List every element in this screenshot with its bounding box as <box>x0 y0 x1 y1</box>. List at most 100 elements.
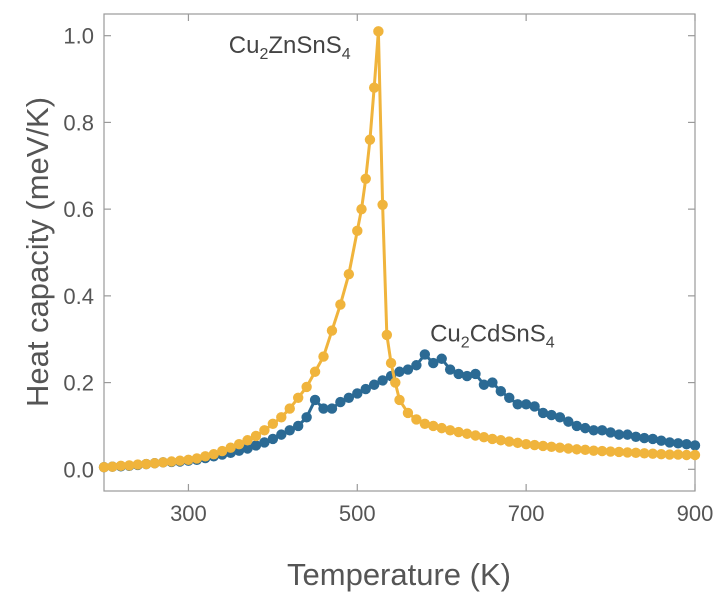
data-point-Cu2ZnSnS4 <box>292 392 304 403</box>
data-point-Cu2ZnSnS4 <box>98 461 110 473</box>
data-point-Cu2CdSnS4 <box>276 429 287 440</box>
data-point-Cu2CdSnS4 <box>470 368 481 380</box>
data-point-Cu2ZnSnS4 <box>360 173 371 184</box>
data-point-Cu2CdSnS4 <box>596 425 608 436</box>
data-point-Cu2CdSnS4 <box>343 392 355 403</box>
data-point-Cu2CdSnS4 <box>461 370 473 382</box>
data-point-Cu2ZnSnS4 <box>444 425 456 436</box>
data-point-Cu2ZnSnS4 <box>385 357 397 369</box>
x-tick-label: 700 <box>508 501 545 526</box>
data-point-Cu2ZnSnS4 <box>318 351 329 362</box>
data-point-Cu2CdSnS4 <box>529 401 540 412</box>
data-point-Cu2CdSnS4 <box>301 412 312 423</box>
data-point-Cu2ZnSnS4 <box>436 422 447 434</box>
data-point-Cu2CdSnS4 <box>326 403 338 414</box>
data-point-Cu2ZnSnS4 <box>301 381 312 393</box>
data-point-Cu2ZnSnS4 <box>208 448 219 460</box>
data-point-Cu2CdSnS4 <box>292 420 304 432</box>
data-point-Cu2ZnSnS4 <box>368 82 380 93</box>
x-tick-label: 300 <box>170 501 207 526</box>
data-point-Cu2ZnSnS4 <box>529 439 540 451</box>
series-layer <box>98 26 701 473</box>
series-Cu2ZnSnS4 <box>98 26 701 473</box>
data-point-Cu2ZnSnS4 <box>554 442 566 453</box>
data-point-Cu2CdSnS4 <box>520 399 532 410</box>
data-point-Cu2ZnSnS4 <box>276 412 287 423</box>
data-point-Cu2ZnSnS4 <box>537 440 549 452</box>
data-point-Cu2ZnSnS4 <box>402 407 414 419</box>
data-point-Cu2ZnSnS4 <box>478 432 490 443</box>
data-point-Cu2ZnSnS4 <box>200 451 211 462</box>
data-point-Cu2ZnSnS4 <box>495 435 507 446</box>
data-point-Cu2ZnSnS4 <box>267 418 279 429</box>
data-point-Cu2CdSnS4 <box>250 440 262 451</box>
data-point-Cu2CdSnS4 <box>267 433 279 445</box>
data-point-Cu2ZnSnS4 <box>174 455 186 466</box>
data-point-Cu2ZnSnS4 <box>613 446 625 458</box>
data-point-Cu2CdSnS4 <box>681 438 692 450</box>
data-point-Cu2CdSnS4 <box>563 416 574 427</box>
data-point-Cu2ZnSnS4 <box>217 445 228 457</box>
data-point-Cu2CdSnS4 <box>639 432 650 444</box>
data-point-Cu2CdSnS4 <box>377 375 388 386</box>
data-point-Cu2ZnSnS4 <box>563 443 574 454</box>
annotation-layer: Cu2ZnSnS4 Cu2CdSnS4 <box>229 32 555 351</box>
data-point-Cu2CdSnS4 <box>512 399 523 410</box>
data-point-Cu2ZnSnS4 <box>470 430 481 441</box>
data-point-Cu2ZnSnS4 <box>622 447 633 458</box>
data-point-Cu2ZnSnS4 <box>132 459 143 470</box>
data-point-Cu2ZnSnS4 <box>356 203 367 215</box>
axis-ticks: 300 500 700 900 0.0 0.2 0.4 0.6 0.8 1.0 <box>63 14 713 526</box>
data-point-Cu2CdSnS4 <box>242 443 253 454</box>
data-point-Cu2ZnSnS4 <box>546 441 557 452</box>
y-tick-label: 0.8 <box>63 110 94 135</box>
data-point-Cu2ZnSnS4 <box>309 366 321 377</box>
data-point-Cu2ZnSnS4 <box>672 449 684 460</box>
data-point-Cu2ZnSnS4 <box>115 460 127 472</box>
data-point-Cu2ZnSnS4 <box>364 134 376 145</box>
data-point-Cu2ZnSnS4 <box>588 445 599 456</box>
data-point-Cu2ZnSnS4 <box>596 445 608 457</box>
data-point-Cu2ZnSnS4 <box>183 454 194 465</box>
data-point-Cu2CdSnS4 <box>394 366 405 377</box>
data-point-Cu2CdSnS4 <box>554 412 566 423</box>
x-axis-label: Temperature (K) <box>287 557 511 592</box>
data-point-Cu2CdSnS4 <box>664 437 675 448</box>
data-point-Cu2CdSnS4 <box>335 396 346 408</box>
data-point-Cu2CdSnS4 <box>259 437 270 448</box>
data-point-Cu2CdSnS4 <box>284 425 295 436</box>
data-point-Cu2CdSnS4 <box>368 379 380 390</box>
data-point-Cu2ZnSnS4 <box>233 438 245 450</box>
data-point-Cu2CdSnS4 <box>656 435 667 446</box>
data-point-Cu2ZnSnS4 <box>487 433 498 445</box>
data-point-Cu2ZnSnS4 <box>428 420 439 432</box>
data-point-Cu2ZnSnS4 <box>394 394 405 406</box>
data-point-Cu2ZnSnS4 <box>284 403 295 414</box>
data-point-Cu2ZnSnS4 <box>411 414 422 425</box>
series-label-Cu2ZnSnS4: Cu2ZnSnS4 <box>229 32 351 63</box>
data-point-Cu2CdSnS4 <box>419 349 431 360</box>
data-point-Cu2CdSnS4 <box>402 364 414 375</box>
data-point-Cu2CdSnS4 <box>487 377 498 388</box>
data-point-Cu2ZnSnS4 <box>225 442 236 453</box>
x-tick-label: 900 <box>677 501 714 526</box>
data-point-Cu2ZnSnS4 <box>504 436 515 447</box>
data-point-Cu2CdSnS4 <box>309 394 321 406</box>
data-point-Cu2ZnSnS4 <box>461 428 473 439</box>
data-point-Cu2ZnSnS4 <box>157 457 169 468</box>
data-point-Cu2ZnSnS4 <box>664 449 675 460</box>
data-point-Cu2ZnSnS4 <box>419 418 431 429</box>
data-point-Cu2CdSnS4 <box>613 429 625 440</box>
data-point-Cu2CdSnS4 <box>352 388 363 399</box>
x-tick-label: 500 <box>339 501 376 526</box>
data-point-Cu2ZnSnS4 <box>571 444 582 455</box>
data-point-Cu2ZnSnS4 <box>630 447 642 459</box>
data-point-Cu2ZnSnS4 <box>259 425 270 436</box>
data-point-Cu2CdSnS4 <box>672 438 684 449</box>
data-point-Cu2ZnSnS4 <box>520 438 532 450</box>
data-point-Cu2ZnSnS4 <box>377 199 388 210</box>
data-point-Cu2ZnSnS4 <box>250 430 262 442</box>
data-point-Cu2ZnSnS4 <box>149 458 160 469</box>
data-point-Cu2ZnSnS4 <box>681 449 692 461</box>
